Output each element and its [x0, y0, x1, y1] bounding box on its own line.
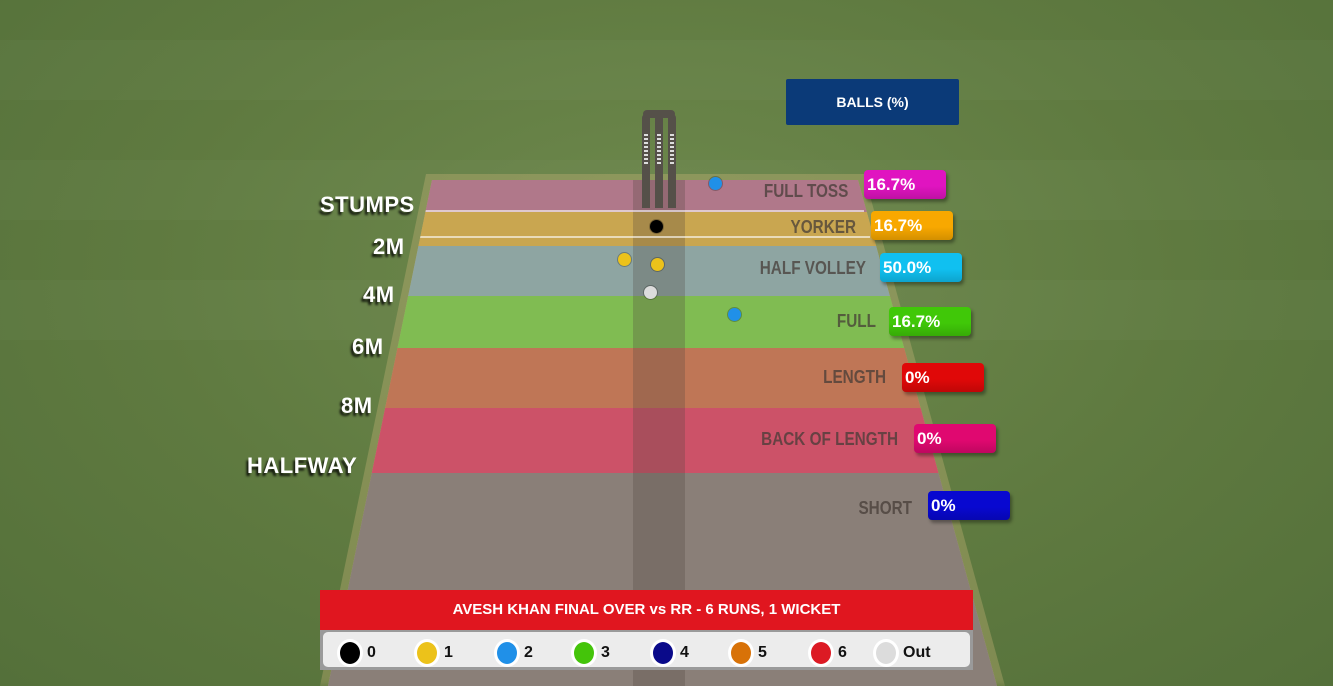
- legend-dot-icon: [650, 639, 676, 667]
- marker-4m: 4M: [363, 282, 395, 307]
- legend-label: 4: [680, 644, 689, 661]
- marker-halfway: HALFWAY: [247, 453, 358, 478]
- marker-8m: 8M: [341, 393, 373, 418]
- percent-tag-full: 16.7%: [889, 307, 971, 336]
- bails-icon: [643, 110, 675, 118]
- legend-item: 6: [808, 639, 847, 667]
- legend-item: 5: [728, 639, 767, 667]
- legend-dot-icon: [728, 639, 754, 667]
- zone-label-full-toss: FULL TOSS: [763, 181, 848, 201]
- stump-icon: [668, 114, 676, 208]
- legend-label: 0: [367, 644, 376, 661]
- marker-6m: 6M: [352, 334, 384, 359]
- percent-tag-back-of-length: 0%: [914, 424, 996, 453]
- legend-label: Out: [903, 644, 931, 661]
- legend-dot-icon: [873, 639, 899, 667]
- delivery-ball: [709, 177, 722, 190]
- band-full: [328, 296, 997, 348]
- balls-percent-header: BALLS (%): [786, 79, 959, 125]
- legend-label: 2: [524, 644, 533, 661]
- zone-label-back-of-length: BACK OF LENGTH: [761, 429, 898, 449]
- zone-label-half-volley: HALF VOLLEY: [759, 258, 866, 278]
- legend-item: 4: [650, 639, 689, 667]
- percent-tag-full-toss: 16.7%: [864, 170, 946, 199]
- percent-tag-yorker: 16.7%: [871, 211, 953, 240]
- delivery-ball: [651, 258, 664, 271]
- zone-label-length: LENGTH: [823, 367, 886, 387]
- legend-item: Out: [873, 639, 931, 667]
- legend-dot-icon: [494, 639, 520, 667]
- legend-label: 5: [758, 644, 767, 661]
- legend-item: 0: [337, 639, 376, 667]
- delivery-ball: [728, 308, 741, 321]
- legend-dot-icon: [414, 639, 440, 667]
- stump-icon: [642, 114, 650, 208]
- legend-item: 3: [571, 639, 610, 667]
- legend-dot-icon: [337, 639, 363, 667]
- legend-label: 3: [601, 644, 610, 661]
- legend-dot-icon: [571, 639, 597, 667]
- zone-label-yorker: YORKER: [790, 217, 856, 237]
- zone-label-full: FULL: [836, 311, 876, 331]
- zone-label-short: SHORT: [858, 498, 912, 518]
- percent-tag-length: 0%: [902, 363, 984, 392]
- legend-item: 2: [494, 639, 533, 667]
- legend-dot-icon: [808, 639, 834, 667]
- percent-tag-half-volley: 50.0%: [880, 253, 962, 282]
- legend-label: 1: [444, 644, 453, 661]
- band-length: [328, 348, 997, 408]
- stump-icon: [655, 114, 663, 208]
- legend-label: 6: [838, 644, 847, 661]
- delivery-ball: [650, 220, 663, 233]
- delivery-ball: [618, 253, 631, 266]
- marker-stumps: STUMPS: [320, 192, 415, 217]
- legend: 0 1 2 3 4 5 6 Out: [320, 630, 973, 670]
- band-back-of-length: [328, 408, 997, 473]
- bowling-crease: [424, 210, 864, 212]
- delivery-ball: [644, 286, 657, 299]
- chart-title: AVESH KHAN FINAL OVER vs RR - 6 RUNS, 1 …: [320, 590, 973, 630]
- legend-item: 1: [414, 639, 453, 667]
- percent-tag-short: 0%: [928, 491, 1010, 520]
- popping-crease: [420, 236, 870, 238]
- grass-stripe: [0, 40, 1333, 100]
- marker-2m: 2M: [373, 234, 405, 259]
